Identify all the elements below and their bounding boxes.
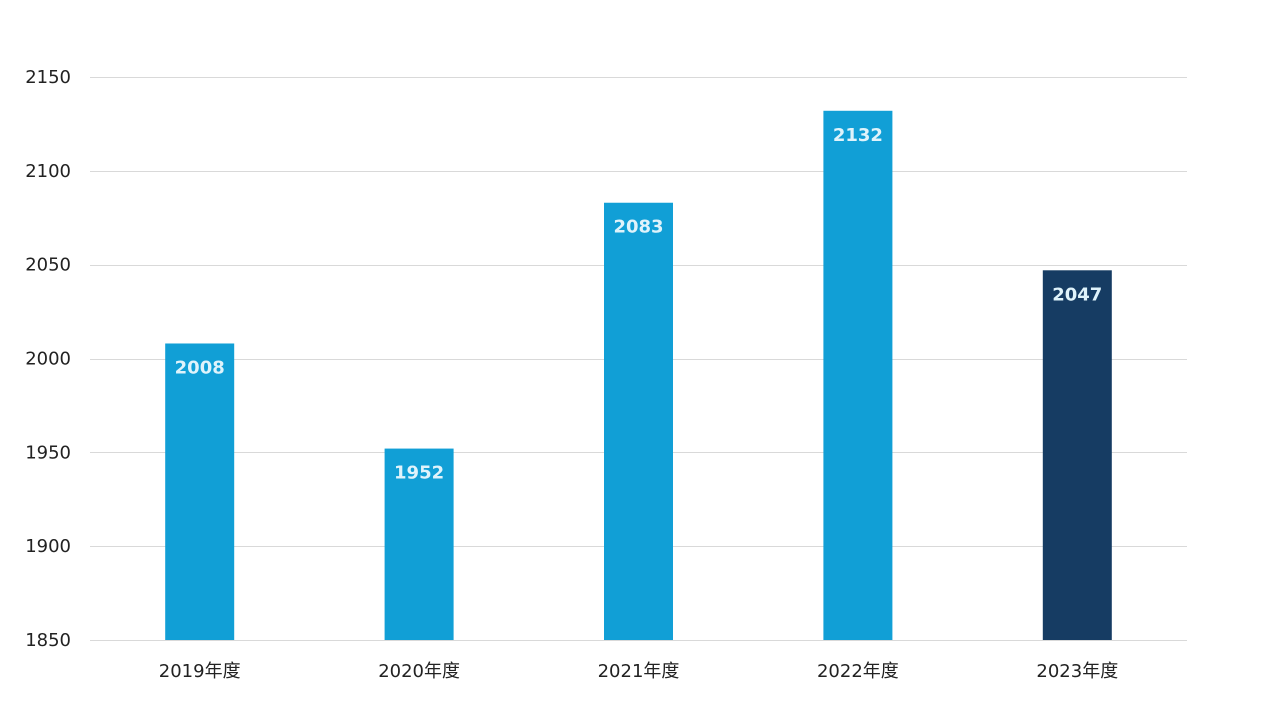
x-category-label: 2019年度: [159, 661, 241, 682]
x-category-label: 2020年度: [378, 661, 460, 682]
data-label: 2047: [1052, 284, 1102, 305]
y-tick-label: 2000: [25, 349, 71, 370]
data-label: 2083: [613, 217, 663, 238]
x-category-label: 2022年度: [817, 661, 899, 682]
y-tick-label: 1900: [25, 536, 71, 557]
bar-2022年度: [823, 110, 893, 640]
y-tick-label: 2050: [25, 255, 71, 276]
y-axis-tick-labels: 1850 1900 1950 2000 2050 2100 2150: [25, 67, 71, 651]
y-tick-label: 1950: [25, 442, 71, 463]
y-tick-label: 1850: [25, 630, 71, 651]
bar-2023年度: [1042, 270, 1112, 640]
x-axis-category-labels: 2019年度 2020年度 2021年度 2022年度 2023年度: [159, 661, 1118, 682]
bar-2021年度: [604, 202, 673, 640]
data-label: 1952: [394, 463, 444, 484]
data-label: 2008: [175, 357, 225, 378]
y-tick-label: 2100: [25, 161, 71, 182]
data-label: 2132: [833, 125, 883, 146]
bar-2020年度: [384, 448, 454, 640]
data-labels: 2008 1952 2083 2132 2047: [175, 125, 1103, 484]
bar-2019年度: [165, 343, 235, 640]
x-category-label: 2023年度: [1036, 661, 1118, 682]
x-category-label: 2021年度: [598, 661, 680, 682]
bars: [165, 110, 1112, 640]
y-tick-label: 2150: [25, 67, 71, 88]
